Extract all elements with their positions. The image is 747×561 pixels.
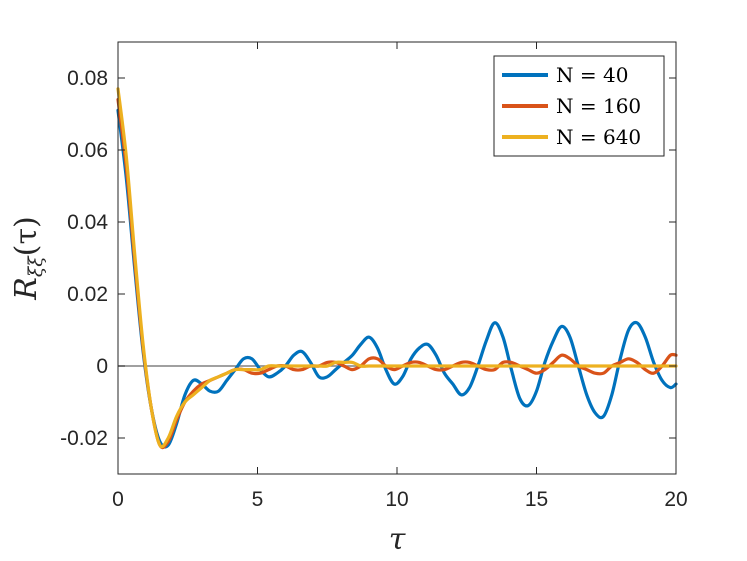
y-axis-label-main: R	[9, 277, 44, 301]
y-tick-label: 0	[96, 355, 108, 378]
x-tick-label: 0	[112, 488, 124, 511]
legend: N = 40 N = 160 N = 640	[493, 55, 665, 157]
series-layer	[116, 87, 678, 450]
labels-layer: τ Rξξ(τ)	[9, 216, 406, 557]
x-tick-label: 10	[385, 488, 408, 511]
x-tick-label: 20	[664, 488, 687, 511]
legend-label-3: N = 640	[556, 125, 641, 149]
series-line-3	[116, 87, 678, 449]
y-tick-label: 0.02	[67, 283, 108, 306]
y-tick-label: 0.04	[67, 211, 108, 234]
x-axis-label: τ	[389, 522, 406, 557]
y-tick-label: -0.02	[60, 427, 108, 450]
legend-label-2: N = 160	[556, 94, 641, 118]
y-axis-label-sub: ξξ	[25, 255, 47, 277]
legend-label-1: N = 40	[556, 63, 628, 87]
x-tick-label: 5	[252, 488, 264, 511]
series-line-1	[116, 108, 678, 449]
ticks-layer: 0 5 10 15 20 -0.02 0 0.02 0.04 0.06 0.08	[60, 42, 688, 511]
y-tick-label: 0.06	[67, 139, 108, 162]
y-tick-label: 0.08	[67, 67, 108, 90]
y-axis-label: Rξξ(τ)	[9, 216, 47, 301]
y-axis-label-arg: (τ)	[9, 216, 44, 256]
svg-text:Rξξ(τ): Rξξ(τ)	[9, 216, 47, 301]
x-tick-label: 15	[525, 488, 548, 511]
